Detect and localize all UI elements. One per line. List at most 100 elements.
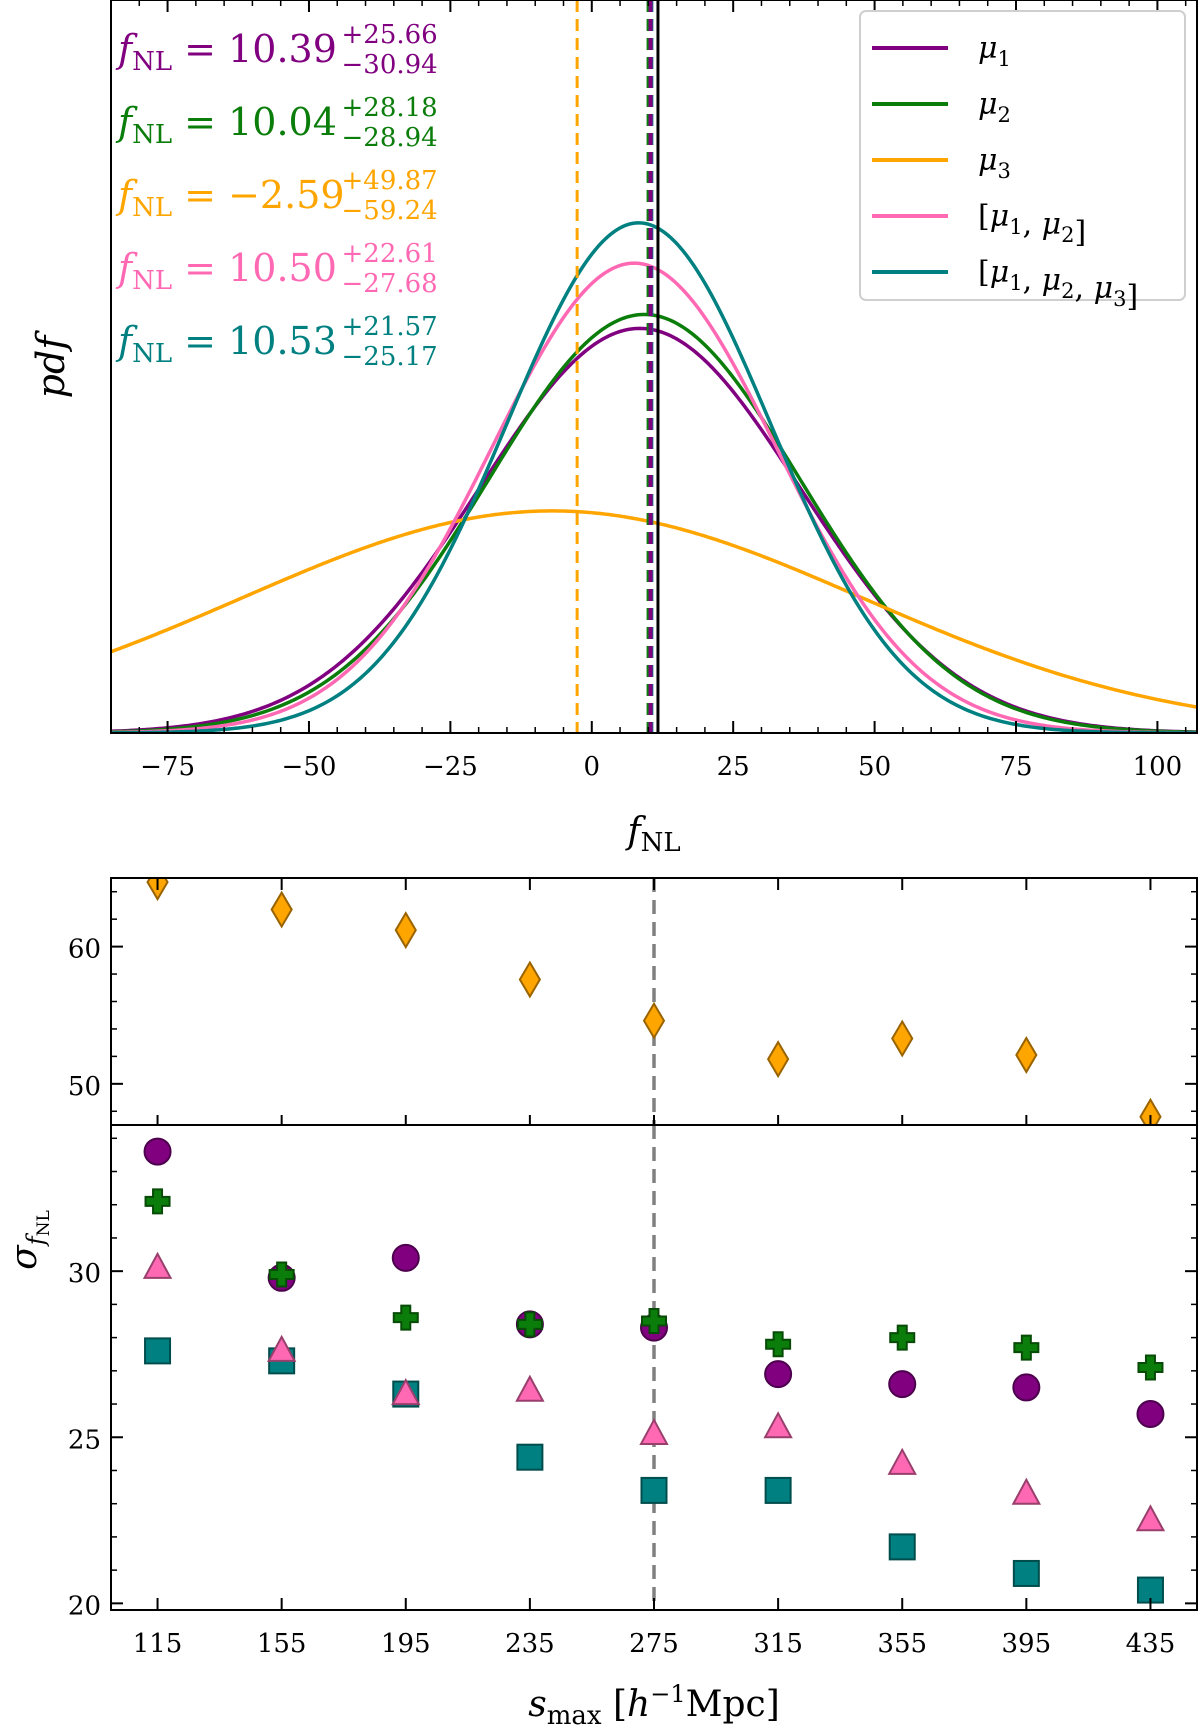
sigma-xtick-label: 355 — [877, 1629, 927, 1659]
sigma-marker-3 — [516, 1443, 544, 1471]
sigma-mu3-marker — [394, 911, 417, 950]
sigma-marker-2 — [515, 1374, 545, 1402]
sigma-ylabel: σfNL — [4, 1210, 54, 1270]
sigma-marker-1 — [641, 1307, 667, 1334]
pdf-annotation-sup-1: +28.18 — [342, 93, 438, 123]
sigma-marker-2 — [266, 1334, 297, 1362]
sigma-xlabel: smax [h−1Mpc] — [528, 1680, 780, 1731]
pdf-xtick-label: −75 — [140, 752, 195, 782]
sigma-marker-0 — [888, 1370, 917, 1399]
sigma-ticks: 20 25 30 115 155 195 235 275 315 355 395 435 — [68, 878, 1197, 1659]
sigma-marker-0 — [764, 1360, 793, 1389]
pdf-annotation-2: fNL = −2.59 — [115, 173, 345, 223]
sigma-xtick-label: 395 — [1002, 1629, 1052, 1659]
sigma-xtick-label: 315 — [753, 1629, 803, 1659]
sigma-marker-2 — [1135, 1504, 1166, 1532]
pdf-annotation-1: fNL = 10.04 — [115, 100, 337, 150]
sigma-marker-1 — [1013, 1334, 1040, 1361]
pdf-annotation-sup-3: +22.61 — [342, 239, 438, 269]
sigma-mu3-ticks: 50 60 — [68, 890, 1197, 1113]
pdf-xtick-label: 25 — [717, 752, 750, 782]
pdf-ylabel: pdf — [29, 330, 73, 399]
legend-box — [859, 10, 1186, 301]
sigma-marker-2 — [142, 1251, 173, 1279]
sigma-mu3-marker — [766, 1040, 790, 1079]
sigma-xtick-label: 155 — [257, 1629, 307, 1659]
sigma-marker-0 — [1012, 1373, 1041, 1402]
sigma-mu3-panel: 50 60 — [68, 877, 1198, 1126]
sigma-marker-1 — [392, 1304, 419, 1331]
sigma-marker-1 — [144, 1188, 171, 1215]
sigma-xtick-label: 115 — [133, 1629, 183, 1659]
pdf-annotation-sub-1: −28.94 — [342, 123, 438, 153]
sigma-xtick-label: 195 — [381, 1629, 431, 1659]
legend-label-4: [μ1, μ2, μ3] — [978, 255, 1138, 314]
pdf-curves — [111, 221, 1197, 733]
sigma-marker-3 — [640, 1476, 668, 1504]
pdf-annotation-sub-0: −30.94 — [342, 50, 438, 80]
sigma-marker-3 — [888, 1533, 916, 1561]
pdf-annotation-sub-4: −25.17 — [342, 342, 438, 372]
sigma-panel: 20 25 30 115 155 195 235 275 315 355 395 435 smax [… — [4, 878, 1198, 1731]
sigma-marker-3 — [1012, 1559, 1040, 1587]
pdf-annotation-sup-0: +25.66 — [342, 20, 438, 50]
pdf-annotation-3: fNL = 10.50 — [115, 246, 337, 296]
sigma-mu3-ytick-label: 50 — [68, 1072, 101, 1102]
sigma-marker-1 — [765, 1331, 792, 1358]
sigma-xtick-label: 235 — [505, 1629, 555, 1659]
sigma-mu3-ytick-label: 60 — [68, 935, 101, 965]
sigma-mu3-marker — [1139, 1097, 1162, 1125]
legend-label-1: μ2 — [978, 87, 1011, 127]
sigma-marker-1 — [1137, 1354, 1164, 1381]
sigma-marker-2 — [391, 1377, 421, 1406]
sigma-mu3-marker — [891, 1019, 914, 1058]
legend-label-3: [μ1, μ2] — [978, 199, 1086, 250]
sigma-marker-1 — [889, 1324, 916, 1351]
pdf-annotation-sub-3: −27.68 — [342, 269, 438, 299]
pdf-annotation-4: fNL = 10.53 — [115, 319, 337, 369]
pdf-xlabel: fNL — [624, 811, 680, 858]
legend-label-2: μ3 — [978, 143, 1011, 183]
sigma-xtick-label: 435 — [1126, 1629, 1176, 1659]
sigma-ytick-label: 25 — [68, 1425, 101, 1455]
pdf-panel: −75 −50 −25 0 25 50 75 100 fNL pdf fNL = 10.39 +… — [29, 0, 1198, 858]
pdf-curve-0 — [111, 326, 1197, 733]
pdf-estimate-lines — [575, 0, 660, 733]
sigma-marker-2 — [887, 1447, 917, 1475]
sigma-marker-2 — [763, 1411, 793, 1439]
pdf-annotation-sup-4: +21.57 — [342, 312, 438, 342]
sigma-marker-3 — [764, 1476, 792, 1504]
sigma-markers — [142, 1137, 1166, 1604]
sigma-ytick-label: 30 — [68, 1259, 101, 1289]
sigma-marker-3 — [1136, 1576, 1164, 1604]
pdf-xtick-label: −25 — [423, 752, 478, 782]
sigma-mu3-marker — [1015, 1036, 1038, 1074]
sigma-mu3-marker — [518, 960, 542, 999]
pdf-xtick-label: −50 — [282, 752, 337, 782]
sigma-marker-1 — [516, 1311, 543, 1338]
pdf-annotation-0: fNL = 10.39 — [115, 27, 337, 77]
sigma-marker-0 — [1136, 1400, 1165, 1429]
pdf-xtick-label: 50 — [858, 752, 891, 782]
legend: μ1 μ2 μ3 [μ1, μ2][μ1, μ2, μ3] — [859, 10, 1186, 314]
pdf-xtick-label: 100 — [1133, 752, 1183, 782]
pdf-x-ticks: −75 −50 −25 0 25 50 75 100 — [138, 0, 1187, 782]
pdf-curve-3 — [111, 261, 1197, 733]
pdf-curve-1 — [111, 312, 1197, 733]
sigma-marker-0 — [143, 1137, 172, 1166]
sigma-ytick-label: 20 — [68, 1591, 101, 1621]
sigma-mu3-markers — [146, 878, 1162, 1125]
sigma-marker-3 — [144, 1337, 172, 1365]
pdf-annotation-sub-2: −59.24 — [342, 196, 438, 226]
sigma-marker-2 — [639, 1417, 669, 1445]
sigma-xtick-label: 275 — [629, 1629, 679, 1659]
sigma-mu3-marker — [642, 1001, 666, 1040]
sigma-marker-2 — [1011, 1477, 1042, 1505]
pdf-xtick-label: 0 — [584, 752, 601, 782]
pdf-curve-2 — [111, 509, 1197, 709]
sigma-marker-1 — [268, 1261, 295, 1288]
legend-label-0: μ1 — [978, 31, 1011, 71]
sigma-marker-0 — [391, 1243, 420, 1272]
